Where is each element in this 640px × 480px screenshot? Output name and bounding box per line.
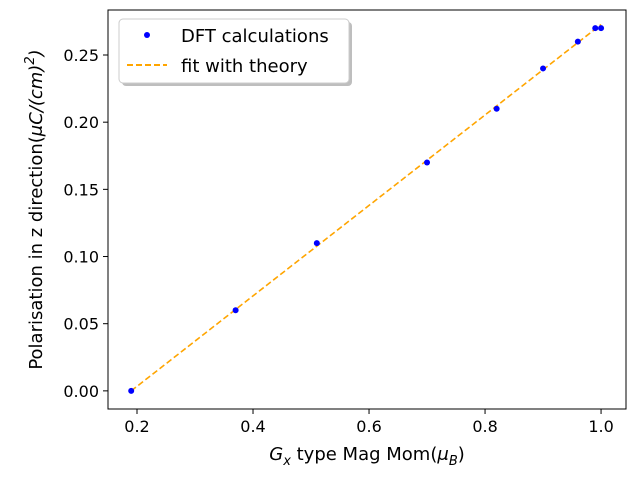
data-point	[592, 25, 599, 32]
data-point	[424, 159, 431, 166]
x-tick-label: 0.2	[124, 417, 149, 436]
fit-line	[130, 23, 602, 392]
y-axis-label: Polarisation in z direction(μC/(cm)2)	[23, 49, 47, 369]
data-point	[540, 65, 547, 72]
data-point	[128, 387, 135, 394]
y-tick-label: 0.25	[63, 46, 99, 65]
legend-label-fit: fit with theory	[181, 56, 308, 77]
y-tick-label: 0.15	[63, 180, 99, 199]
legend: DFT calculations fit with theory	[118, 18, 352, 86]
axis-ticks: 0.2 0.4 0.6 0.8 1.0 0.00 0.05 0.10 0.15 0.20 0.25	[63, 46, 613, 436]
plot-area-frame	[107, 9, 627, 410]
x-tick-label: 0.6	[356, 417, 381, 436]
x-tick-label: 0.4	[240, 417, 265, 436]
data-point	[232, 307, 239, 314]
x-tick-label: 1.0	[588, 417, 613, 436]
data-point	[574, 38, 581, 45]
x-tick-label: 0.8	[472, 417, 497, 436]
y-tick-label: 0.20	[63, 113, 99, 132]
y-tick-label: 0.10	[63, 248, 99, 267]
data-point	[493, 105, 500, 112]
y-tick-label: 0.00	[63, 382, 99, 401]
data-point	[598, 25, 605, 32]
x-axis-label: Gx type Mag Mom(μB)	[269, 444, 465, 469]
data-point	[313, 240, 320, 247]
y-tick-label: 0.05	[63, 315, 99, 334]
series-layer	[128, 23, 605, 394]
legend-box	[118, 18, 350, 84]
legend-label-dft: DFT calculations	[181, 26, 329, 47]
legend-marker-dft	[144, 32, 150, 38]
